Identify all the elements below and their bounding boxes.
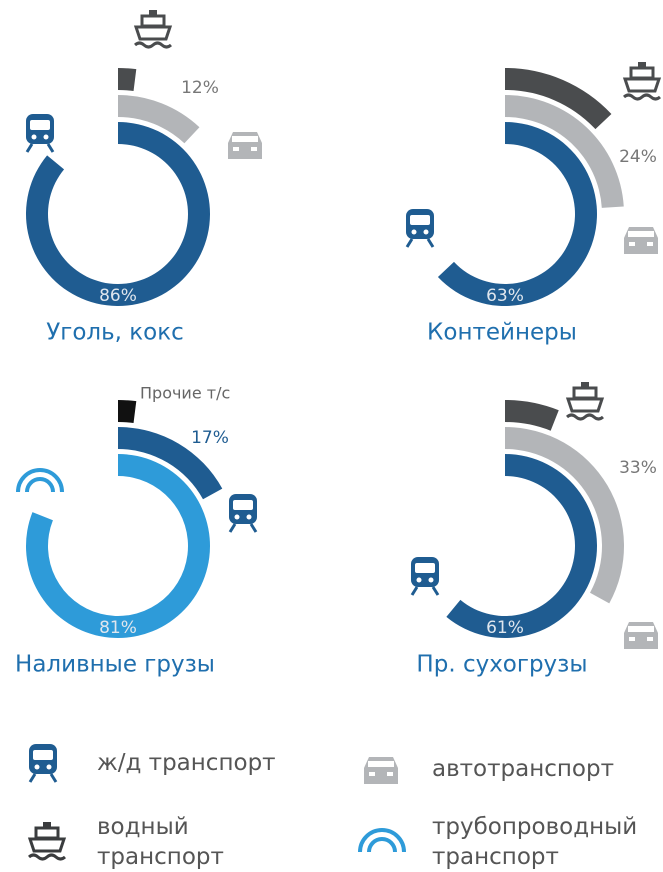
icon-part — [43, 134, 49, 140]
icon-part — [46, 764, 52, 770]
legend-label: трубопроводный транспорт — [432, 814, 638, 870]
icon-part — [623, 93, 661, 101]
icon-part — [581, 382, 589, 388]
icon-part — [368, 761, 394, 767]
icon-part — [572, 386, 598, 400]
car-icon — [624, 622, 658, 649]
icon-part — [16, 468, 64, 493]
icon-part — [28, 853, 66, 861]
icon-part — [43, 822, 51, 828]
icon-part — [428, 577, 434, 583]
icon-part — [628, 231, 654, 237]
icon-part — [638, 62, 646, 68]
train-icon — [228, 494, 258, 533]
ship-icon — [133, 10, 173, 49]
icon-part — [31, 134, 37, 140]
icon-part — [149, 10, 157, 16]
ring-bar — [118, 400, 137, 423]
ring-bar — [118, 95, 200, 144]
chart-title: Контейнеры — [427, 320, 577, 346]
ring-bar — [505, 95, 624, 208]
ship-icon — [565, 382, 605, 421]
train-icon — [405, 209, 435, 248]
icon-part — [27, 837, 67, 853]
icon-part — [416, 577, 422, 583]
train-icon — [28, 744, 58, 783]
train-icon — [25, 114, 55, 153]
car-icon — [624, 227, 658, 254]
value-label: 12% — [181, 78, 219, 98]
pipeline-icon — [16, 468, 64, 493]
value-label: 63% — [486, 286, 524, 306]
ring-bar — [26, 454, 210, 638]
icon-part — [410, 215, 430, 225]
icon-part — [233, 147, 239, 151]
ring-bar — [505, 427, 624, 604]
icon-part — [251, 147, 257, 151]
icon-part — [34, 764, 40, 770]
icon-part — [629, 637, 635, 641]
ring-bar — [118, 68, 137, 91]
ring-bar — [505, 400, 559, 431]
value-label: 17% — [191, 428, 229, 448]
icon-part — [228, 523, 258, 533]
value-label: 61% — [486, 618, 524, 638]
car-icon — [364, 757, 398, 784]
icon-part — [387, 772, 393, 776]
icon-part — [34, 826, 60, 840]
icon-part — [25, 143, 55, 153]
icon-part — [565, 397, 605, 413]
icon-part — [628, 626, 654, 632]
ring-bar — [446, 454, 597, 638]
legend-label: ж/д транспорт — [97, 750, 276, 776]
icon-part — [233, 500, 253, 510]
icon-part — [30, 120, 50, 130]
ring-bar — [505, 68, 612, 130]
icon-part — [25, 477, 55, 493]
icon-part — [140, 14, 166, 28]
icon-part — [410, 586, 440, 596]
icon-part — [234, 514, 240, 520]
icon-part — [232, 136, 258, 142]
ring-bar — [118, 427, 223, 500]
car-icon — [228, 132, 262, 159]
annotation: Прочие т/с — [140, 384, 230, 403]
value-label: 33% — [619, 458, 657, 478]
icon-part — [647, 637, 653, 641]
pipeline-icon — [358, 828, 406, 853]
icon-part — [367, 837, 397, 853]
chart-title: Пр. сухогрузы — [416, 652, 587, 678]
value-label: 24% — [619, 147, 657, 167]
legend-label: водный транспорт — [97, 814, 224, 870]
legend-label: автотранспорт — [432, 756, 615, 782]
icon-part — [133, 25, 173, 41]
icon-part — [629, 66, 655, 80]
icon-part — [33, 750, 53, 760]
icon-part — [358, 828, 406, 853]
icon-part — [411, 229, 417, 235]
ring-bar — [437, 122, 597, 306]
icon-part — [415, 563, 435, 573]
ship-icon — [622, 62, 662, 101]
icon-part — [246, 514, 252, 520]
value-label: 86% — [99, 286, 137, 306]
ship-icon — [27, 822, 67, 861]
train-icon — [410, 557, 440, 596]
icon-part — [647, 242, 653, 246]
icon-part — [134, 41, 172, 49]
icon-part — [629, 242, 635, 246]
chart-title: Уголь, кокс — [46, 320, 184, 346]
value-label: 81% — [99, 618, 137, 638]
icon-part — [369, 772, 375, 776]
ring-bar — [25, 122, 210, 306]
icon-part — [423, 229, 429, 235]
icon-part — [622, 77, 662, 93]
icon-part — [405, 238, 435, 248]
icon-part — [566, 413, 604, 421]
icon-part — [28, 773, 58, 783]
chart-title: Наливные грузы — [15, 652, 215, 678]
